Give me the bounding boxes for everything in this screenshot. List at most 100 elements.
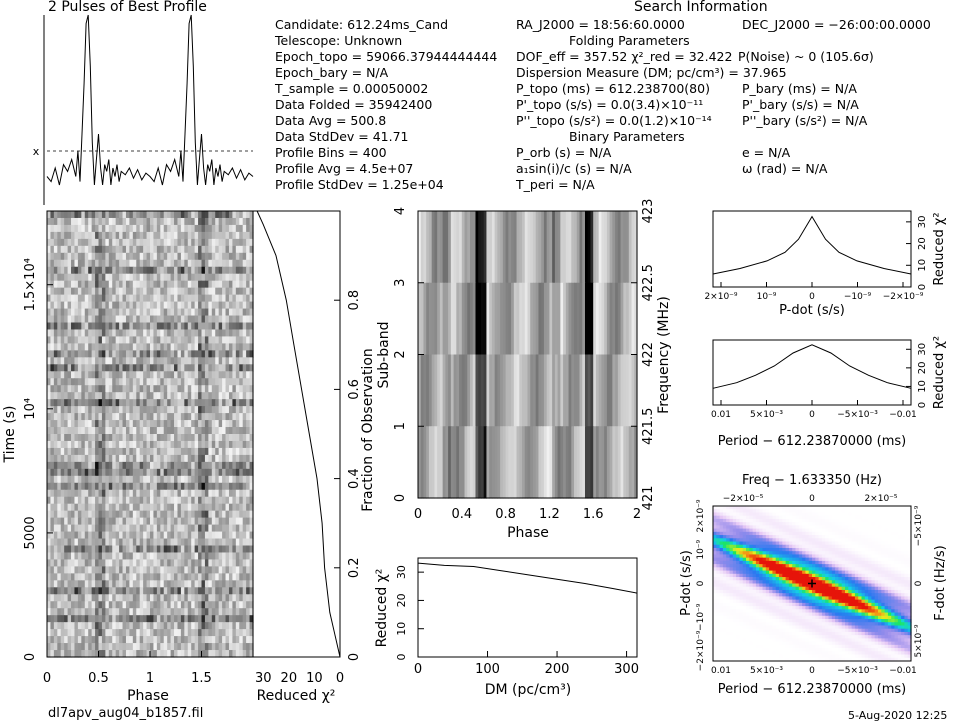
timephase-cell [112, 580, 117, 588]
timephase-cell [160, 461, 165, 470]
timephase-cell [125, 489, 130, 498]
subband-cell [475, 426, 479, 499]
pdot-period-cell [736, 535, 740, 539]
timephase-cell [122, 447, 127, 456]
timephase-cell [122, 482, 127, 491]
timephase-cell [105, 273, 110, 282]
timephase-cell [98, 406, 103, 414]
subband-cell [601, 282, 605, 356]
pdot-period-cell [848, 547, 853, 552]
timephase-cell [184, 434, 189, 442]
timephase-cell [50, 322, 55, 331]
timephase-cell [211, 301, 216, 310]
pdot-period-cell [887, 525, 892, 530]
timephase-cell [180, 294, 185, 303]
timephase-cell [50, 329, 55, 338]
timephase-cell [136, 517, 141, 526]
timephase-cell [125, 238, 130, 247]
timephase-cell [218, 287, 223, 296]
pdot-period-cell [788, 528, 793, 533]
subband-cell [609, 354, 613, 427]
timephase-cell [71, 629, 76, 637]
subband-cell [420, 282, 425, 356]
subband-cell [502, 426, 507, 499]
timephase-cell [77, 468, 82, 477]
timephase-cell [208, 280, 213, 289]
timephase-cell [57, 427, 62, 435]
pdot-period-cell [831, 512, 836, 517]
timephase-cell [150, 629, 155, 637]
pdot-period-cell [765, 528, 770, 533]
pdot-period-cell [901, 547, 905, 552]
timephase-cell [136, 489, 141, 498]
timephase-cell [108, 378, 113, 386]
timephase-cell [77, 385, 82, 393]
pdot-period-cell [828, 528, 833, 533]
timephase-cell [136, 650, 141, 658]
timephase-cell [139, 503, 144, 512]
timephase-cell [112, 364, 117, 372]
timephase-cell [119, 524, 124, 533]
subband-cell [571, 426, 575, 499]
timephase-cell [77, 601, 82, 609]
pdot-period-cell [838, 525, 843, 530]
timephase-cell [204, 434, 209, 442]
pdot-period-cell [765, 531, 770, 536]
timephase-cell [191, 594, 196, 602]
subband-cell [595, 354, 600, 427]
pdot-period-cell [798, 528, 803, 533]
timephase-cell [187, 545, 192, 554]
timephase-cell [201, 643, 206, 651]
timephase-cell [232, 461, 237, 470]
timephase-cell [88, 496, 93, 505]
timephase-cell [57, 601, 62, 609]
pdot-period-cell [841, 531, 846, 536]
timephase-cell [232, 294, 237, 303]
timephase-cell [57, 371, 62, 379]
timephase-cell [201, 392, 206, 400]
timephase-cell [71, 329, 76, 338]
timephase-cell [98, 475, 103, 484]
timephase-cell [101, 252, 106, 261]
timephase-cell [215, 629, 220, 637]
timephase-cell [191, 650, 196, 658]
timephase-cell [95, 622, 100, 630]
timephase-cell [64, 573, 69, 581]
pdot-period-cell [854, 506, 859, 510]
pdot-period-cell [795, 528, 800, 533]
timephase-cell [119, 615, 124, 623]
timephase-cell [204, 231, 209, 240]
timephase-cell [150, 287, 155, 296]
timephase-cell [198, 545, 203, 554]
timephase-cell [74, 413, 79, 421]
timephase-cell [71, 378, 76, 386]
timephase-cell [242, 643, 247, 651]
timephase-cell [242, 538, 247, 547]
pdot-period-cell [874, 547, 879, 552]
timephase-cell [129, 580, 134, 588]
timephase-cell [60, 364, 65, 372]
timephase-cell [228, 315, 233, 324]
pdot-period-cell [726, 518, 731, 523]
timephase-cell [71, 413, 76, 421]
timephase-cell [129, 385, 134, 393]
timephase-cell [184, 329, 189, 338]
timephase-cell [208, 454, 213, 463]
timephase-cell [180, 273, 185, 282]
timephase-cell [132, 378, 137, 386]
timephase-cell [204, 524, 209, 533]
timephase-cell [153, 427, 158, 435]
timephase-cell [180, 287, 185, 296]
pdot-period-cell [838, 518, 843, 523]
timephase-cell [84, 224, 89, 233]
timephase-cell [225, 273, 230, 282]
timephase-cell [218, 308, 223, 317]
timephase-cell [57, 643, 62, 651]
timephase-cell [211, 252, 216, 261]
timephase-cell [198, 259, 203, 268]
timephase-cell [139, 524, 144, 533]
pdot-period-cell [871, 515, 876, 520]
pdot-period-cell [772, 515, 777, 520]
timephase-cell [177, 399, 182, 407]
timephase-cell [180, 406, 185, 414]
